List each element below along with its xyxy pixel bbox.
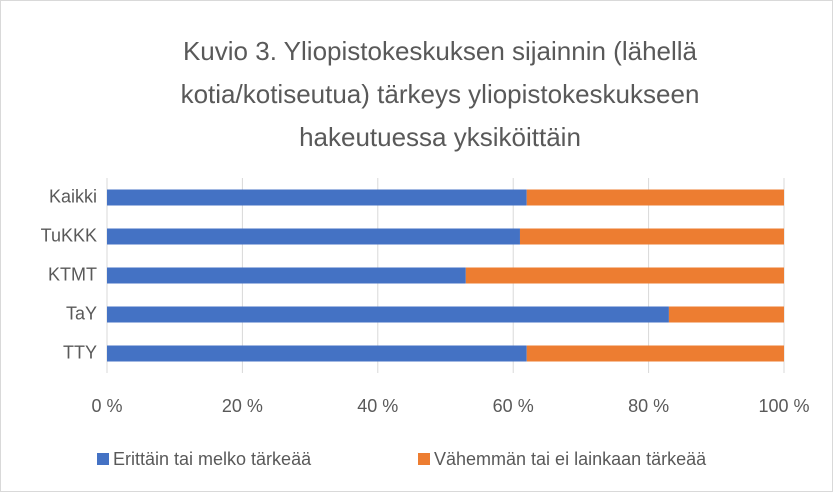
legend-swatch [97,453,109,465]
legend-label: Vähemmän tai ei lainkaan tärkeää [434,449,707,469]
bar [107,189,527,206]
legend-swatch [418,453,430,465]
y-tick-label: TaY [66,303,97,323]
y-tick-label: Kaikki [49,186,97,206]
x-tick-label: 0 % [91,396,122,416]
bar [107,228,520,245]
bar [519,228,784,245]
y-tick-label: TTY [63,342,97,362]
x-tick-label: 60 % [493,396,534,416]
x-tick-label: 80 % [628,396,669,416]
bar [526,189,784,206]
legend-label: Erittäin tai melko tärkeää [113,449,312,469]
bar [107,267,466,284]
bar [107,306,669,323]
bar [668,306,784,323]
chart-title: Kuvio 3. Yliopistokeskuksen sijainnin (l… [180,36,700,152]
bar [107,345,527,362]
bar [526,345,784,362]
x-tick-label: 20 % [222,396,263,416]
y-tick-label: KTMT [48,264,97,284]
x-tick-label: 40 % [357,396,398,416]
bar [465,267,784,284]
x-tick-label: 100 % [758,396,809,416]
y-tick-label: TuKKK [41,225,97,245]
